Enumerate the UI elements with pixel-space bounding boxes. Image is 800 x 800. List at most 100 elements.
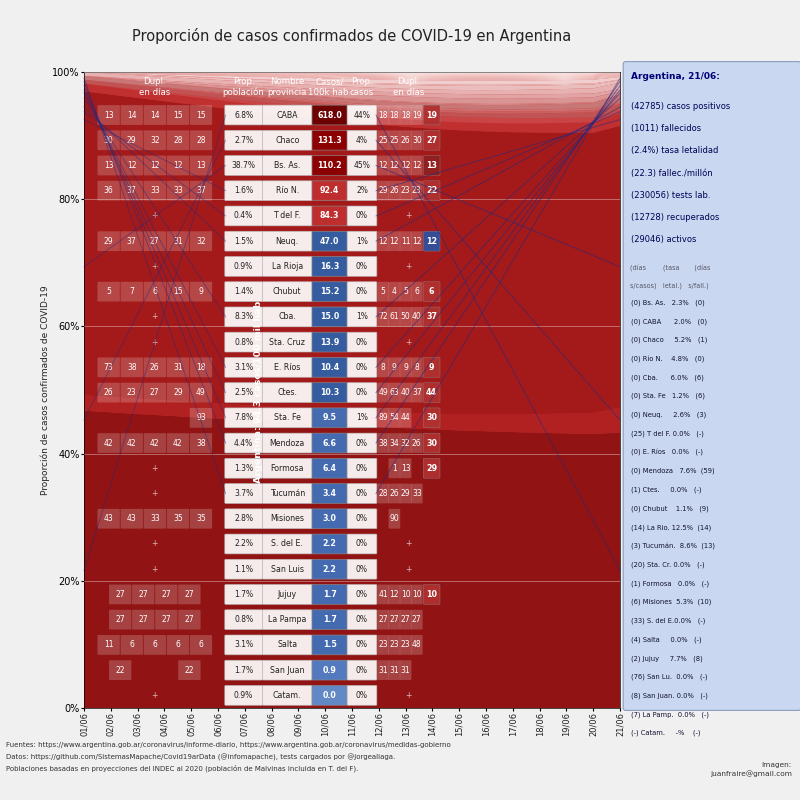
Text: 0%: 0% (356, 287, 368, 296)
Text: 26: 26 (401, 136, 410, 145)
Text: 44: 44 (401, 414, 410, 422)
Text: +: + (406, 262, 412, 271)
Text: 0.4%: 0.4% (234, 211, 254, 221)
Text: 22: 22 (426, 186, 438, 195)
Text: 18: 18 (378, 110, 388, 119)
Text: 18: 18 (196, 363, 206, 372)
Text: 3.0: 3.0 (322, 514, 337, 523)
Text: 27: 27 (185, 615, 194, 624)
Text: 4%: 4% (356, 136, 368, 145)
Text: 31: 31 (390, 666, 399, 674)
Text: 25: 25 (378, 136, 388, 145)
Text: San Luis: San Luis (270, 565, 304, 574)
Text: 1.7: 1.7 (322, 615, 337, 624)
Text: 28: 28 (196, 136, 206, 145)
Text: 618.0: 618.0 (318, 110, 342, 119)
Text: 3.1%: 3.1% (234, 641, 253, 650)
Text: 18: 18 (390, 110, 399, 119)
Text: 16.3: 16.3 (320, 262, 339, 271)
Text: 6: 6 (152, 641, 158, 650)
Text: 1.5: 1.5 (322, 641, 337, 650)
Text: (29046) activos: (29046) activos (631, 235, 697, 244)
Text: (0) Bs. As.   2.3%   (0): (0) Bs. As. 2.3% (0) (631, 299, 705, 306)
Text: 1.1%: 1.1% (234, 565, 253, 574)
Text: 0.9%: 0.9% (234, 262, 254, 271)
Text: (0) Sta. Fe   1.2%   (6): (0) Sta. Fe 1.2% (6) (631, 393, 706, 399)
Text: Neuq.: Neuq. (276, 237, 298, 246)
Text: 29: 29 (401, 489, 410, 498)
Text: 14: 14 (150, 110, 160, 119)
Text: (12728) recuperados: (12728) recuperados (631, 213, 719, 222)
Text: 11: 11 (401, 237, 410, 246)
Text: 0%: 0% (356, 363, 368, 372)
Text: 30: 30 (412, 136, 422, 145)
Text: 23: 23 (401, 641, 410, 650)
Text: (0) Mendoza   7.6%  (59): (0) Mendoza 7.6% (59) (631, 468, 715, 474)
Text: (0) Cba.      6.0%   (6): (0) Cba. 6.0% (6) (631, 374, 704, 381)
Text: 3.1%: 3.1% (234, 363, 253, 372)
Text: 32: 32 (196, 237, 206, 246)
Text: 0%: 0% (356, 338, 368, 346)
Text: 26: 26 (390, 186, 399, 195)
Text: 2%: 2% (356, 186, 368, 195)
Text: 13: 13 (104, 110, 114, 119)
Text: 13.9: 13.9 (320, 338, 339, 346)
Text: 3.4: 3.4 (322, 489, 337, 498)
Text: Dupl.
en días: Dupl. en días (393, 78, 425, 97)
Text: 23: 23 (401, 186, 410, 195)
Text: (4) Salta     0.0%   (-): (4) Salta 0.0% (-) (631, 636, 702, 643)
Text: 6: 6 (175, 641, 180, 650)
Text: 43: 43 (104, 514, 114, 523)
Text: 19: 19 (426, 110, 437, 119)
Text: 6: 6 (130, 641, 134, 650)
Text: Sta. Fe: Sta. Fe (274, 414, 301, 422)
Text: (20) Sta. Cr. 0.0%   (-): (20) Sta. Cr. 0.0% (-) (631, 562, 705, 568)
Text: 42: 42 (150, 438, 160, 447)
Text: (8) San Juan. 0.0%   (-): (8) San Juan. 0.0% (-) (631, 693, 708, 699)
Text: (0) Chubut    1.1%   (9): (0) Chubut 1.1% (9) (631, 506, 709, 512)
Text: +: + (406, 539, 412, 549)
Text: 10: 10 (412, 590, 422, 599)
Text: 40: 40 (401, 388, 410, 397)
Text: 26: 26 (104, 388, 114, 397)
Text: 35: 35 (196, 514, 206, 523)
Text: 12: 12 (173, 161, 182, 170)
Text: 12: 12 (412, 237, 422, 246)
Text: 37: 37 (127, 237, 137, 246)
Text: Salta: Salta (277, 641, 298, 650)
Text: 31: 31 (378, 666, 388, 674)
Text: Sta. Cruz: Sta. Cruz (270, 338, 305, 346)
Text: 54: 54 (390, 414, 399, 422)
Text: 42: 42 (127, 438, 137, 447)
Text: 36: 36 (104, 186, 114, 195)
Text: 92.4: 92.4 (320, 186, 339, 195)
Text: 6: 6 (414, 287, 419, 296)
Text: 12: 12 (390, 237, 399, 246)
Text: 42: 42 (173, 438, 182, 447)
Text: 0.9: 0.9 (322, 666, 337, 674)
Text: 1.7: 1.7 (322, 590, 337, 599)
Text: 5: 5 (403, 287, 408, 296)
Text: 18: 18 (401, 110, 410, 119)
Text: 25: 25 (390, 136, 399, 145)
Text: 1%: 1% (356, 312, 368, 322)
Text: 38: 38 (127, 363, 137, 372)
Text: 10.4: 10.4 (320, 363, 339, 372)
Text: 23: 23 (378, 641, 388, 650)
Text: 15.2: 15.2 (320, 287, 339, 296)
Text: (2.4%) tasa letalidad: (2.4%) tasa letalidad (631, 146, 718, 155)
Text: (-) Catam.     -%    (-): (-) Catam. -% (-) (631, 730, 701, 736)
Text: 9: 9 (429, 363, 434, 372)
Text: (22.3) fallec./millón: (22.3) fallec./millón (631, 169, 713, 178)
Text: s/casos)   letal.)   s/fall.): s/casos) letal.) s/fall.) (630, 282, 708, 289)
Text: Poblaciones basadas en proyecciones del INDEC al 2020 (población de Malvinas inc: Poblaciones basadas en proyecciones del … (6, 765, 358, 772)
Text: 23: 23 (412, 186, 422, 195)
Text: 31: 31 (173, 237, 182, 246)
Text: 6.4: 6.4 (322, 464, 337, 473)
Text: Bs. As.: Bs. As. (274, 161, 300, 170)
Text: 7.8%: 7.8% (234, 414, 253, 422)
Text: 12: 12 (401, 161, 410, 170)
Text: +: + (152, 312, 158, 322)
Text: (0) Chaco     5.2%   (1): (0) Chaco 5.2% (1) (631, 337, 707, 343)
Text: 12: 12 (390, 161, 399, 170)
